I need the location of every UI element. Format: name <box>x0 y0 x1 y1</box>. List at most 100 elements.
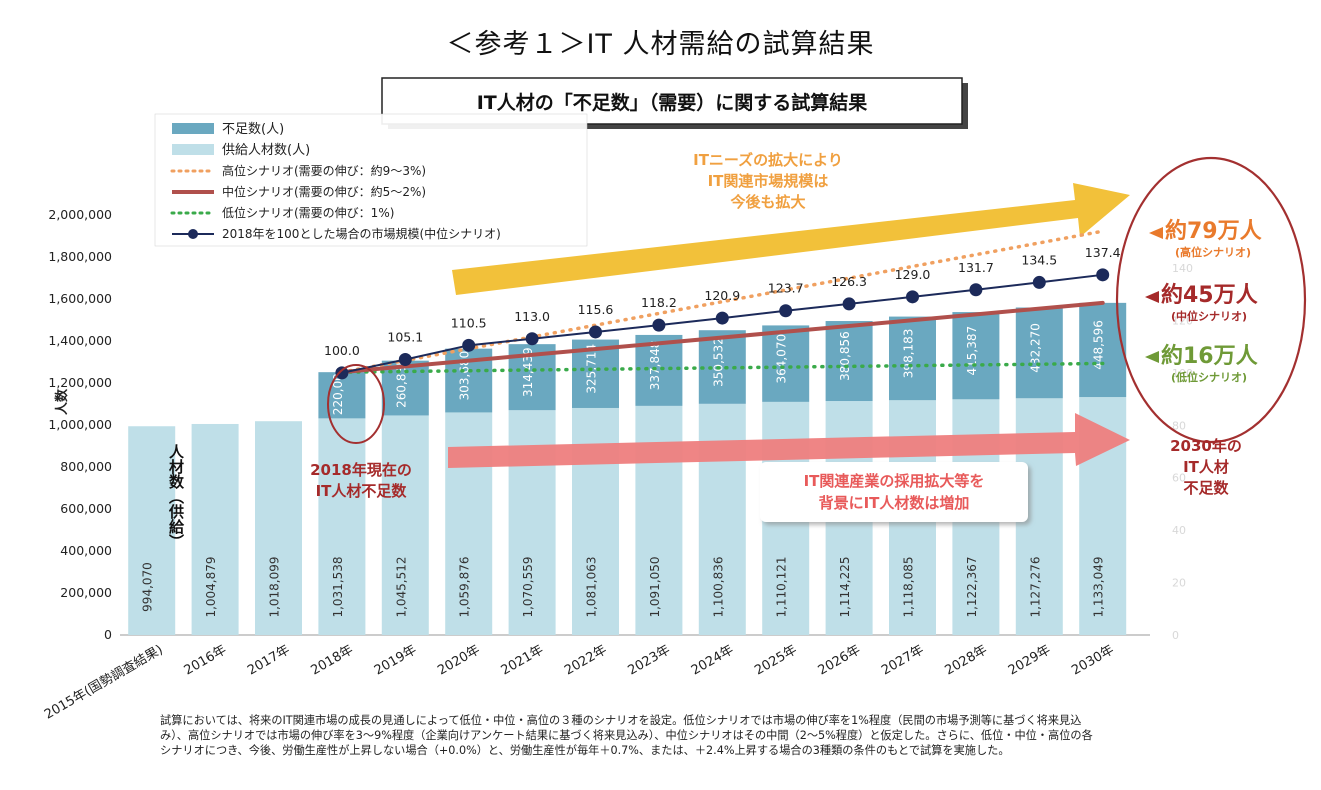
page-title: ＜参考１＞IT 人材需給の試算結果 <box>446 29 875 60</box>
bar-label-supply: 1,045,512 <box>394 556 408 617</box>
market-size-point <box>462 338 476 352</box>
high-marker-arrow <box>1149 227 1163 239</box>
market-size-point <box>906 290 919 304</box>
high-sub-label: (高位シナリオ) <box>1175 245 1251 259</box>
bar-label-supply: 994,070 <box>141 562 155 612</box>
legend-item-shortage: 不足数(人) <box>222 122 284 137</box>
bar-label-supply: 1,133,049 <box>1092 556 1106 617</box>
y-tick-label: 1,400,000 <box>48 333 112 348</box>
market-size-point <box>779 304 793 318</box>
shortage-2030-line1: 2030年の <box>1170 437 1242 455</box>
bar-label-shortage: 432,270 <box>1028 323 1042 373</box>
y-tick-label: 1,600,000 <box>48 291 112 306</box>
market-size-point <box>589 325 602 339</box>
market-size-point <box>715 311 729 325</box>
x-tick-label: 2026年 <box>816 642 863 678</box>
y-tick-label: 600,000 <box>60 501 112 516</box>
y2-tick-label: 80 <box>1172 419 1186 432</box>
bar-shortage <box>825 321 873 402</box>
hire-growth-line1: IT関連産業の採用拡大等を <box>804 472 985 490</box>
y-axis-label: 人数 <box>54 388 70 415</box>
x-tick-label: 2024年 <box>689 642 736 678</box>
hire-growth-note: IT関連産業の採用拡大等を 背景にIT人材数は増加 <box>760 462 1028 522</box>
market-size-point <box>652 318 666 332</box>
y2-tick-label: 120 <box>1172 314 1193 327</box>
bar-supply <box>191 423 239 635</box>
bar-label-shortage: 337,848 <box>648 341 662 391</box>
shortage-2030-line3: 不足数 <box>1183 479 1229 497</box>
bar-label-supply: 1,091,050 <box>648 556 662 617</box>
bar-label-supply: 1,059,876 <box>458 556 472 617</box>
bar-label-shortage: 398,183 <box>902 329 916 379</box>
x-tick-label: 2030年 <box>1069 642 1116 678</box>
market-size-point <box>969 283 983 297</box>
market-size-label: 120.9 <box>704 288 740 303</box>
market-size-point <box>335 366 349 380</box>
y2-tick-label: 20 <box>1172 577 1186 590</box>
bar-shortage <box>635 334 683 406</box>
x-tick-label: 2019年 <box>372 642 419 678</box>
hire-growth-line2: 背景にIT人材数は増加 <box>819 494 970 512</box>
bar-label-shortage: 303,680 <box>458 351 472 401</box>
market-size-label: 105.1 <box>387 329 423 344</box>
y2-tick-label: 140 <box>1172 262 1193 275</box>
market-size-point <box>398 352 412 366</box>
mid-marker-arrow <box>1145 291 1159 303</box>
y-tick-label: 1,000,000 <box>48 417 112 432</box>
footnote-line-2: み）、高位シナリオでは市場の伸び率を3～9%程度（企業向けアンケート結果に基づく… <box>160 729 1093 742</box>
bar-shortage <box>952 312 1000 400</box>
x-tick-label: 2022年 <box>562 642 609 678</box>
y2-tick-label: 100 <box>1172 367 1193 380</box>
low-marker-arrow <box>1145 351 1159 363</box>
footnote-line-1: 試算においては、将来のIT関連市場の成長の見通しによって低位・中位・高位の３種の… <box>160 714 1082 727</box>
y-tick-label: 1,200,000 <box>48 375 112 390</box>
bar-label-shortage: 364,070 <box>775 334 789 384</box>
bar-label-supply: 1,070,559 <box>521 556 535 617</box>
legend-item-mid: 中位シナリオ(需要の伸び：約5～2%) <box>222 184 426 199</box>
market-size-label: 100.0 <box>324 343 360 358</box>
chart-title: IT人材の「不足数」（需要）に関する試算結果 <box>477 91 868 114</box>
x-tick-label: 2016年 <box>182 642 229 678</box>
market-size-point <box>1032 275 1046 289</box>
x-axis-labels: 2015年(国勢調査結果) 2016年 2017年 2018年 2019年 2020年 20… <box>42 642 1117 722</box>
bar-label-supply: 1,127,276 <box>1028 556 1042 617</box>
x-tick-label: 2027年 <box>879 642 926 678</box>
bar-shortage <box>318 372 366 419</box>
bar-shortage <box>762 325 810 402</box>
market-size-label: 118.2 <box>641 295 677 310</box>
legend-item-supply: 供給人材数(人) <box>222 143 310 158</box>
market-size-label: 137.4 <box>1085 245 1121 260</box>
shortage-2018-line1: 2018年現在の <box>310 461 412 479</box>
footnote: 試算においては、将来のIT関連市場の成長の見通しによって低位・中位・高位の３種の… <box>160 713 1150 758</box>
y-tick-label: 2,000,000 <box>48 207 112 222</box>
market-size-label: 110.5 <box>451 315 487 330</box>
chart-title-box: IT人材の「不足数」（需要）に関する試算結果 <box>381 77 968 129</box>
bar-shortage <box>1015 307 1063 399</box>
y-tick-label: 400,000 <box>60 543 112 558</box>
footnote-line-3: シナリオにつき、今後、労働生産性が上昇しない場合（+0.0%）と、労働生産性が毎… <box>160 744 1010 757</box>
y2-axis: 0 20 40 60 80 100 120 140 <box>1172 262 1193 642</box>
x-tick-label: 2017年 <box>245 642 292 678</box>
x-tick-label: 2015年(国勢調査結果) <box>42 642 166 722</box>
y-tick-label: 200,000 <box>60 585 112 600</box>
x-tick-label: 2028年 <box>942 642 989 678</box>
legend: 不足数(人) 供給人材数(人) 高位シナリオ(需要の伸び：約9～3%) 中位シナ… <box>154 113 588 247</box>
market-growth-line2: IT関連市場規模は <box>708 172 829 190</box>
market-line-layer: 100.0 105.1 110.5 113.0 115.6 118.2 120.9 123.7… <box>324 245 1121 380</box>
bar-label-shortage: 380,856 <box>838 331 852 381</box>
y-tick-label: 0 <box>104 627 112 642</box>
shortage-2018-line2: IT人材不足数 <box>316 482 408 500</box>
bar-supply <box>255 421 302 635</box>
bar-label-shortage: 314,439 <box>521 347 535 397</box>
market-growth-note: ITニーズの拡大により IT関連市場規模は 今後も拡大 <box>693 151 843 211</box>
y2-tick-label: 40 <box>1172 524 1186 537</box>
bar-label-supply: 1,118,085 <box>902 556 916 617</box>
low-value-label: 約16万人 <box>1161 343 1258 369</box>
legend-item-high: 高位シナリオ(需要の伸び：約9～3%) <box>222 163 426 178</box>
legend-item-market: 2018年を100とした場合の市場規模(中位シナリオ) <box>222 226 501 241</box>
x-tick-label: 2025年 <box>752 642 799 678</box>
x-tick-label: 2018年 <box>308 642 355 678</box>
bar-supply <box>318 418 366 635</box>
bar-label-supply: 1,114,225 <box>838 556 852 617</box>
bar-supply <box>381 415 429 635</box>
